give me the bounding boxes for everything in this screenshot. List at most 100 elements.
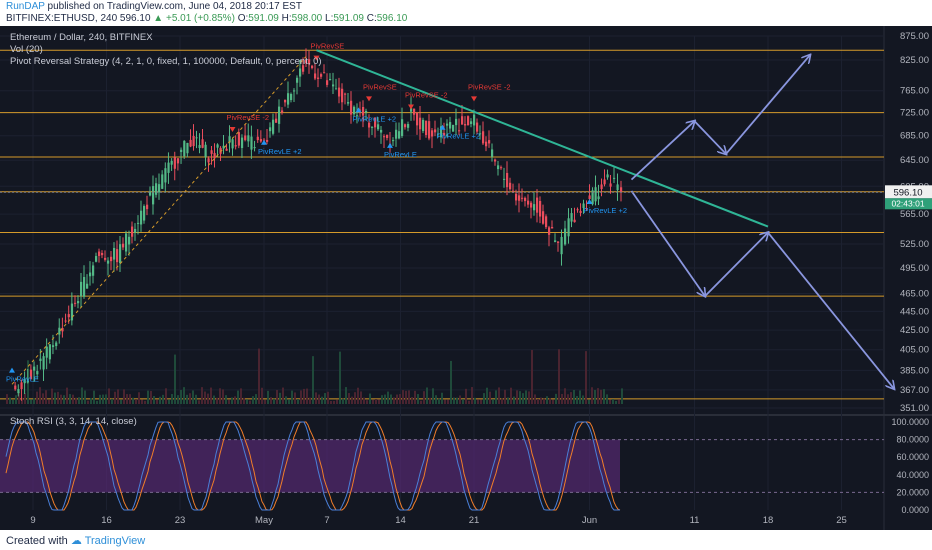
candle-body: [377, 124, 380, 130]
candle-body: [92, 265, 95, 276]
projection-arrow-bearish: [767, 231, 894, 389]
volume-bar: [582, 395, 584, 404]
candle-body: [137, 222, 140, 224]
volume-bar: [15, 395, 17, 404]
volume-bar: [240, 388, 242, 404]
candle-body: [192, 135, 195, 147]
candle-body: [344, 93, 347, 95]
candle-body: [383, 136, 386, 138]
volume-bar: [144, 400, 146, 404]
candle-body: [350, 100, 353, 115]
candle-body: [55, 342, 58, 347]
volume-bar: [201, 387, 203, 404]
open-value: 591.09: [248, 13, 279, 24]
volume-bar: [555, 393, 557, 404]
candle-body: [560, 236, 563, 255]
volume-bar: [282, 387, 284, 404]
candle-body: [564, 228, 567, 245]
y-tick-label: 465.00: [900, 288, 929, 299]
candle-body: [146, 204, 149, 210]
candle-body: [231, 139, 234, 149]
volume-bar: [615, 400, 617, 404]
volume-bar: [33, 398, 35, 404]
candle-body: [23, 379, 26, 384]
candle-body: [573, 219, 576, 223]
candle-body: [620, 187, 623, 193]
candle-body: [29, 369, 33, 379]
volume-bar: [453, 397, 455, 404]
volume-bar: [456, 397, 458, 404]
x-tick-label: 23: [175, 515, 186, 526]
chart-svg[interactable]: 9 16 23 May 7 14 21 Jun 11 18 25 875.00 825.00 765.00…: [0, 26, 932, 530]
candle-body: [542, 211, 545, 224]
candle-body: [61, 328, 64, 332]
volume-bar: [111, 398, 113, 404]
candle-body: [416, 112, 419, 126]
volume-bar: [618, 399, 620, 404]
candle-body: [201, 139, 204, 148]
candle-body: [17, 389, 20, 394]
candle-body: [247, 135, 250, 142]
y-tick-label: 725.00: [900, 108, 929, 119]
volume-bar: [72, 394, 74, 404]
tradingview-brand[interactable]: TradingView: [84, 535, 146, 547]
volume-bar: [279, 392, 281, 404]
rising-dashed-line: [11, 56, 307, 385]
volume-bar: [573, 389, 575, 404]
volume-bar: [477, 399, 479, 404]
volume-bar: [186, 394, 188, 404]
volume-bar: [171, 394, 173, 404]
volume-bar: [408, 390, 410, 404]
x-tick-label: 9: [30, 515, 35, 526]
projection-arrow-bullish: [725, 55, 810, 155]
volume-bar: [312, 356, 314, 404]
volume-bar: [54, 392, 56, 404]
volume-bar: [534, 394, 536, 404]
candle-body: [461, 116, 464, 125]
candle-body: [585, 208, 588, 210]
candle-body: [180, 149, 183, 153]
volume-bar: [552, 399, 554, 404]
candle-body: [240, 137, 244, 148]
candle-body: [161, 174, 164, 189]
volume-bar: [234, 396, 236, 404]
chart-area[interactable]: 9 16 23 May 7 14 21 Jun 11 18 25 875.00 825.00 765.00…: [0, 26, 932, 530]
volume-bar: [369, 393, 371, 404]
volume-bar: [585, 351, 587, 404]
volume-bar: [309, 397, 311, 404]
volume-bar: [90, 397, 92, 404]
candle-body: [125, 233, 128, 252]
volume-bar: [393, 397, 395, 404]
candle-body: [173, 157, 176, 169]
volume-bar: [150, 390, 152, 404]
y-tick-label: 645.00: [900, 155, 929, 166]
candle-body: [437, 133, 440, 135]
candle-body: [58, 327, 61, 335]
volume-bar: [81, 387, 83, 404]
candle-body: [158, 184, 161, 193]
volume-bar: [384, 394, 386, 404]
volume-bar: [66, 387, 68, 404]
volume-bar: [432, 388, 434, 404]
volume-bar: [405, 390, 407, 404]
candle-body: [356, 115, 359, 117]
volume-bar: [507, 397, 509, 404]
signal-arrow-up: [387, 142, 393, 148]
x-tick-label: 21: [469, 515, 480, 526]
volume-bar: [588, 399, 590, 404]
candle-body: [299, 68, 302, 77]
volume-bar: [105, 394, 107, 404]
volume-bar: [306, 388, 308, 404]
volume-bar: [294, 392, 296, 404]
candle-body: [515, 193, 518, 201]
signal-label: PivRevLE +2: [353, 114, 397, 123]
volume-bar: [519, 391, 521, 404]
stoch-y-tick-label: 100.0000: [891, 417, 929, 427]
candle-body: [107, 260, 110, 264]
candle-body: [250, 136, 253, 150]
x-tick-label: Jun: [582, 515, 597, 526]
author-link[interactable]: RunDAP: [6, 1, 45, 12]
volume-bar: [579, 390, 581, 404]
y-tick-label: 351.00: [900, 403, 929, 414]
